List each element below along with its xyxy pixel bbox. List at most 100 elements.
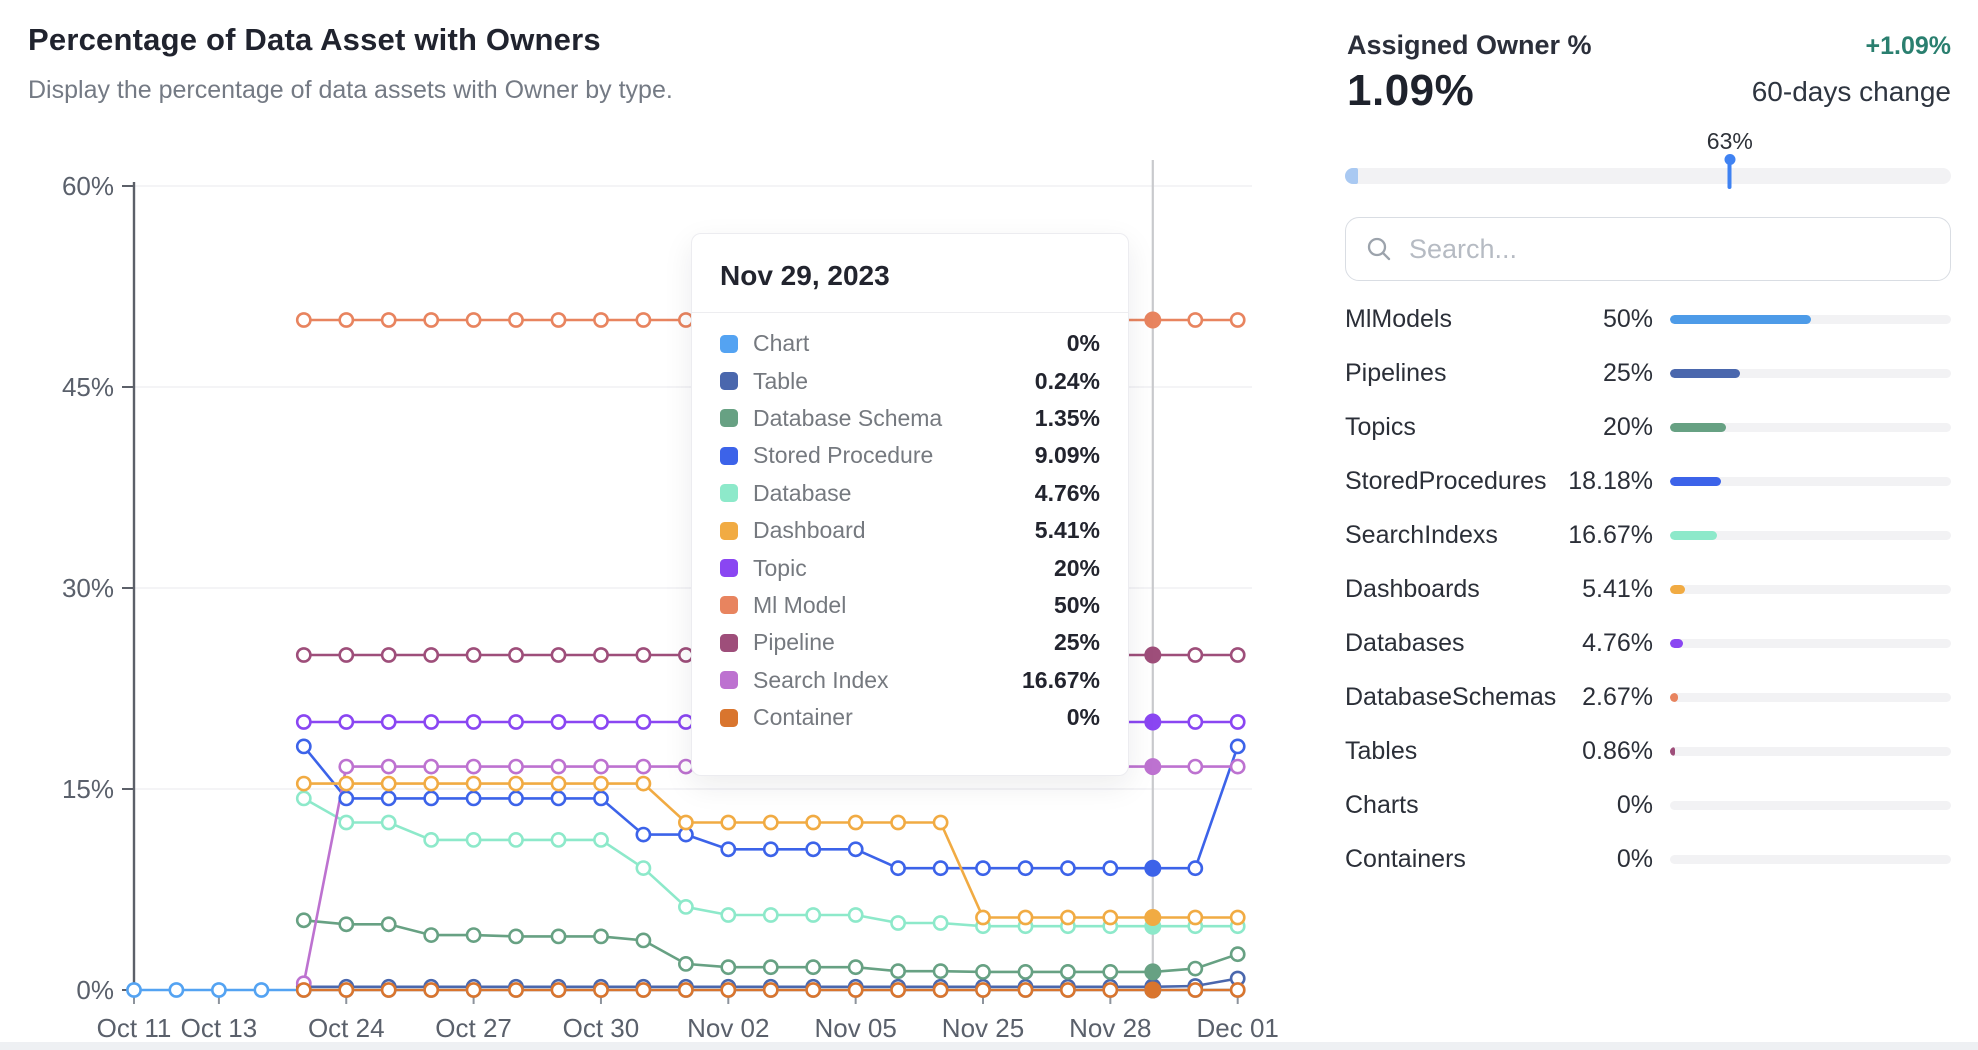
series-point-topic[interactable] — [465, 714, 482, 730]
series-point-dashboard[interactable] — [975, 909, 991, 926]
series-point-chart[interactable] — [126, 982, 142, 998]
series-point-ml_model[interactable] — [380, 312, 397, 328]
series-point-container[interactable] — [635, 982, 652, 998]
series-point-pipeline[interactable] — [1187, 647, 1204, 663]
series-point-database_schema[interactable] — [593, 928, 609, 945]
series-point-pipeline[interactable] — [1144, 646, 1162, 664]
series-point-database_schema[interactable] — [890, 963, 906, 980]
series-point-dashboard[interactable] — [805, 814, 822, 831]
series-point-container[interactable] — [380, 982, 397, 998]
series-point-pipeline[interactable] — [423, 647, 440, 663]
series-point-ml_model[interactable] — [593, 312, 609, 328]
series-point-container[interactable] — [762, 982, 779, 998]
owners-line-chart[interactable]: 0% 15% 30% 45% 60% Oct 11 Oct 13 Oct 24 Oct 27 Oc… — [0, 0, 1330, 1050]
series-point-dashboard[interactable] — [1144, 908, 1162, 926]
series-point-topic[interactable] — [423, 714, 440, 730]
series-point-topic[interactable] — [635, 714, 652, 730]
series-point-dashboard[interactable] — [635, 775, 652, 792]
series-point-chart[interactable] — [253, 982, 270, 998]
series-point-pipeline[interactable] — [295, 647, 312, 663]
search-input[interactable] — [1407, 232, 1930, 266]
series-point-dashboard[interactable] — [1102, 909, 1119, 926]
series-point-container[interactable] — [423, 982, 440, 998]
series-point-dashboard[interactable] — [593, 775, 609, 792]
series-point-pipeline[interactable] — [508, 647, 524, 663]
series-point-container[interactable] — [720, 982, 737, 998]
series-point-ml_model[interactable] — [1187, 312, 1204, 328]
series-point-container[interactable] — [805, 982, 822, 998]
series-point-container[interactable] — [295, 982, 312, 998]
series-point-container[interactable] — [678, 982, 694, 998]
series-point-database_schema[interactable] — [847, 959, 864, 976]
series-point-container[interactable] — [932, 982, 949, 998]
series-point-pipeline[interactable] — [550, 647, 567, 663]
series-point-search_index[interactable] — [550, 758, 567, 775]
series-point-container[interactable] — [550, 982, 567, 998]
series-point-database[interactable] — [890, 915, 906, 931]
series-point-database[interactable] — [847, 907, 864, 923]
series-point-search_index[interactable] — [635, 758, 652, 775]
series-point-stored_procedure[interactable] — [593, 790, 609, 807]
series-point-container[interactable] — [1229, 982, 1246, 998]
series-point-stored_procedure[interactable] — [295, 738, 312, 755]
series-point-dashboard[interactable] — [720, 814, 737, 831]
series-point-dashboard[interactable] — [338, 775, 355, 792]
series-point-topic[interactable] — [508, 714, 524, 730]
series-point-stored_procedure[interactable] — [1017, 860, 1034, 877]
series-point-search_index[interactable] — [338, 758, 355, 775]
series-point-topic[interactable] — [295, 714, 312, 730]
series-point-stored_procedure[interactable] — [1144, 859, 1162, 877]
series-point-database_schema[interactable] — [932, 963, 949, 980]
series-point-database_schema[interactable] — [1017, 964, 1034, 980]
series-point-search_index[interactable] — [380, 758, 397, 775]
series-point-container[interactable] — [975, 982, 991, 998]
series-point-dashboard[interactable] — [1060, 909, 1076, 926]
slider-track[interactable] — [1345, 168, 1951, 184]
series-point-database_schema[interactable] — [423, 927, 440, 943]
series-point-stored_procedure[interactable] — [380, 790, 397, 807]
series-point-topic[interactable] — [593, 714, 609, 730]
series-point-database_schema[interactable] — [380, 916, 397, 933]
series-point-database_schema[interactable] — [508, 928, 524, 945]
series-point-pipeline[interactable] — [1229, 647, 1246, 663]
series-point-pipeline[interactable] — [465, 647, 482, 663]
slider-handle-icon[interactable] — [1724, 154, 1736, 189]
series-point-search_index[interactable] — [465, 758, 482, 775]
series-point-stored_procedure[interactable] — [720, 841, 737, 858]
series-point-dashboard[interactable] — [1187, 909, 1204, 926]
series-point-stored_procedure[interactable] — [932, 860, 949, 877]
series-point-ml_model[interactable] — [338, 312, 355, 328]
series-point-database_schema[interactable] — [1187, 960, 1204, 977]
asset-search-box[interactable] — [1345, 217, 1951, 281]
series-point-ml_model[interactable] — [423, 312, 440, 328]
series-point-pipeline[interactable] — [338, 647, 355, 663]
series-point-stored_procedure[interactable] — [805, 841, 822, 858]
series-point-database[interactable] — [805, 907, 822, 923]
series-point-topic[interactable] — [338, 714, 355, 730]
series-point-database_schema[interactable] — [295, 912, 312, 929]
series-point-dashboard[interactable] — [932, 814, 949, 831]
series-point-dashboard[interactable] — [295, 775, 312, 792]
series-point-stored_procedure[interactable] — [847, 841, 864, 858]
series-point-topic[interactable] — [550, 714, 567, 730]
series-point-stored_procedure[interactable] — [1060, 860, 1076, 877]
series-point-search_index[interactable] — [1144, 758, 1162, 776]
series-point-ml_model[interactable] — [550, 312, 567, 328]
series-point-database[interactable] — [338, 814, 355, 831]
series-point-database_schema[interactable] — [550, 928, 567, 945]
series-point-search_index[interactable] — [508, 758, 524, 775]
series-point-stored_procedure[interactable] — [1102, 860, 1119, 877]
series-point-search_index[interactable] — [593, 758, 609, 775]
series-point-ml_model[interactable] — [508, 312, 524, 328]
series-point-stored_procedure[interactable] — [338, 790, 355, 807]
series-point-search_index[interactable] — [1229, 758, 1246, 775]
series-point-chart[interactable] — [210, 982, 227, 998]
series-point-dashboard[interactable] — [465, 775, 482, 792]
series-point-stored_procedure[interactable] — [762, 841, 779, 858]
series-point-container[interactable] — [465, 982, 482, 998]
series-point-dashboard[interactable] — [890, 814, 906, 831]
series-point-ml_model[interactable] — [1229, 312, 1246, 328]
series-point-database_schema[interactable] — [465, 927, 482, 943]
series-point-stored_procedure[interactable] — [975, 860, 991, 877]
series-point-database_schema[interactable] — [1060, 964, 1076, 980]
